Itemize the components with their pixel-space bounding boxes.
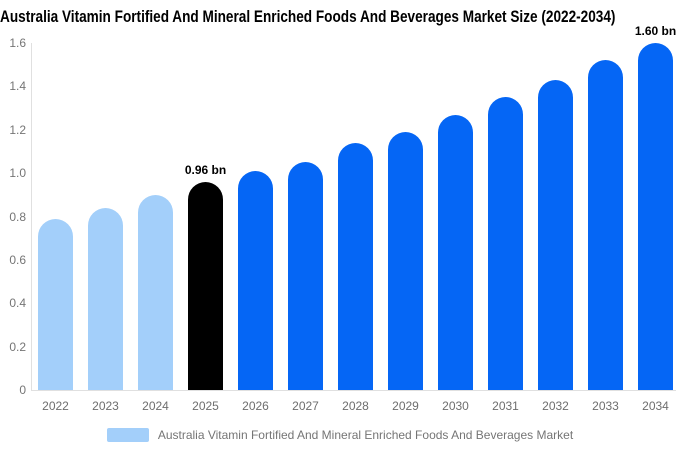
bar-2026[interactable] — [238, 171, 273, 390]
x-tick-label-2028: 2028 — [342, 399, 369, 413]
y-tick-label-0.8: 0.8 — [9, 209, 26, 224]
x-tick-label-2023: 2023 — [92, 399, 119, 413]
x-tick-label-2026: 2026 — [242, 399, 269, 413]
bar-2023[interactable] — [88, 207, 123, 390]
x-tick-label-2025: 2025 — [192, 399, 219, 413]
x-tick-label-2027: 2027 — [292, 399, 319, 413]
y-tick-label-1.4: 1.4 — [9, 79, 26, 94]
bar-2033[interactable] — [588, 60, 623, 390]
chart-title: Australia Vitamin Fortified And Mineral … — [0, 7, 680, 27]
y-tick-label-0.2: 0.2 — [9, 339, 26, 354]
bar-2024[interactable] — [138, 194, 173, 390]
x-tick-label-2031: 2031 — [492, 399, 519, 413]
x-tick-label-2022: 2022 — [42, 399, 69, 413]
y-tick-label-0.4: 0.4 — [9, 296, 26, 311]
legend-label: Australia Vitamin Fortified And Mineral … — [157, 428, 574, 442]
bar-2029[interactable] — [388, 131, 423, 390]
legend-swatch — [106, 428, 149, 442]
x-tick-label-2032: 2032 — [542, 399, 569, 413]
x-tick-label-2034: 2034 — [642, 399, 669, 413]
x-tick-label-2029: 2029 — [392, 399, 419, 413]
bar-2030[interactable] — [438, 114, 473, 390]
x-axis-line — [31, 390, 676, 391]
bar-2025[interactable] — [188, 181, 223, 390]
y-tick-label-1.2: 1.2 — [9, 122, 26, 137]
y-tick-label-0: 0 — [19, 383, 26, 397]
x-tick-label-2024: 2024 — [142, 399, 169, 413]
bar-value-label-2034: 1.60 bn — [634, 24, 677, 38]
x-tick-label-2030: 2030 — [442, 399, 469, 413]
y-axis-line — [31, 43, 32, 391]
bar-2022[interactable] — [38, 218, 73, 390]
bar-value-label-2025: 0.96 bn — [184, 162, 227, 177]
bar-2027[interactable] — [288, 162, 323, 390]
y-tick-label-1.6: 1.6 — [9, 36, 26, 50]
y-tick-label-0.6: 0.6 — [9, 252, 26, 267]
bar-2032[interactable] — [538, 79, 573, 390]
chart-title-text: Australia Vitamin Fortified And Mineral … — [0, 7, 616, 26]
legend[interactable]: Australia Vitamin Fortified And Mineral … — [0, 426, 680, 444]
y-tick-label-1.0: 1.0 — [9, 166, 26, 181]
x-tick-label-2033: 2033 — [592, 399, 619, 413]
bar-2028[interactable] — [338, 142, 373, 390]
bar-2034[interactable] — [638, 43, 673, 390]
bar-2031[interactable] — [488, 97, 523, 390]
